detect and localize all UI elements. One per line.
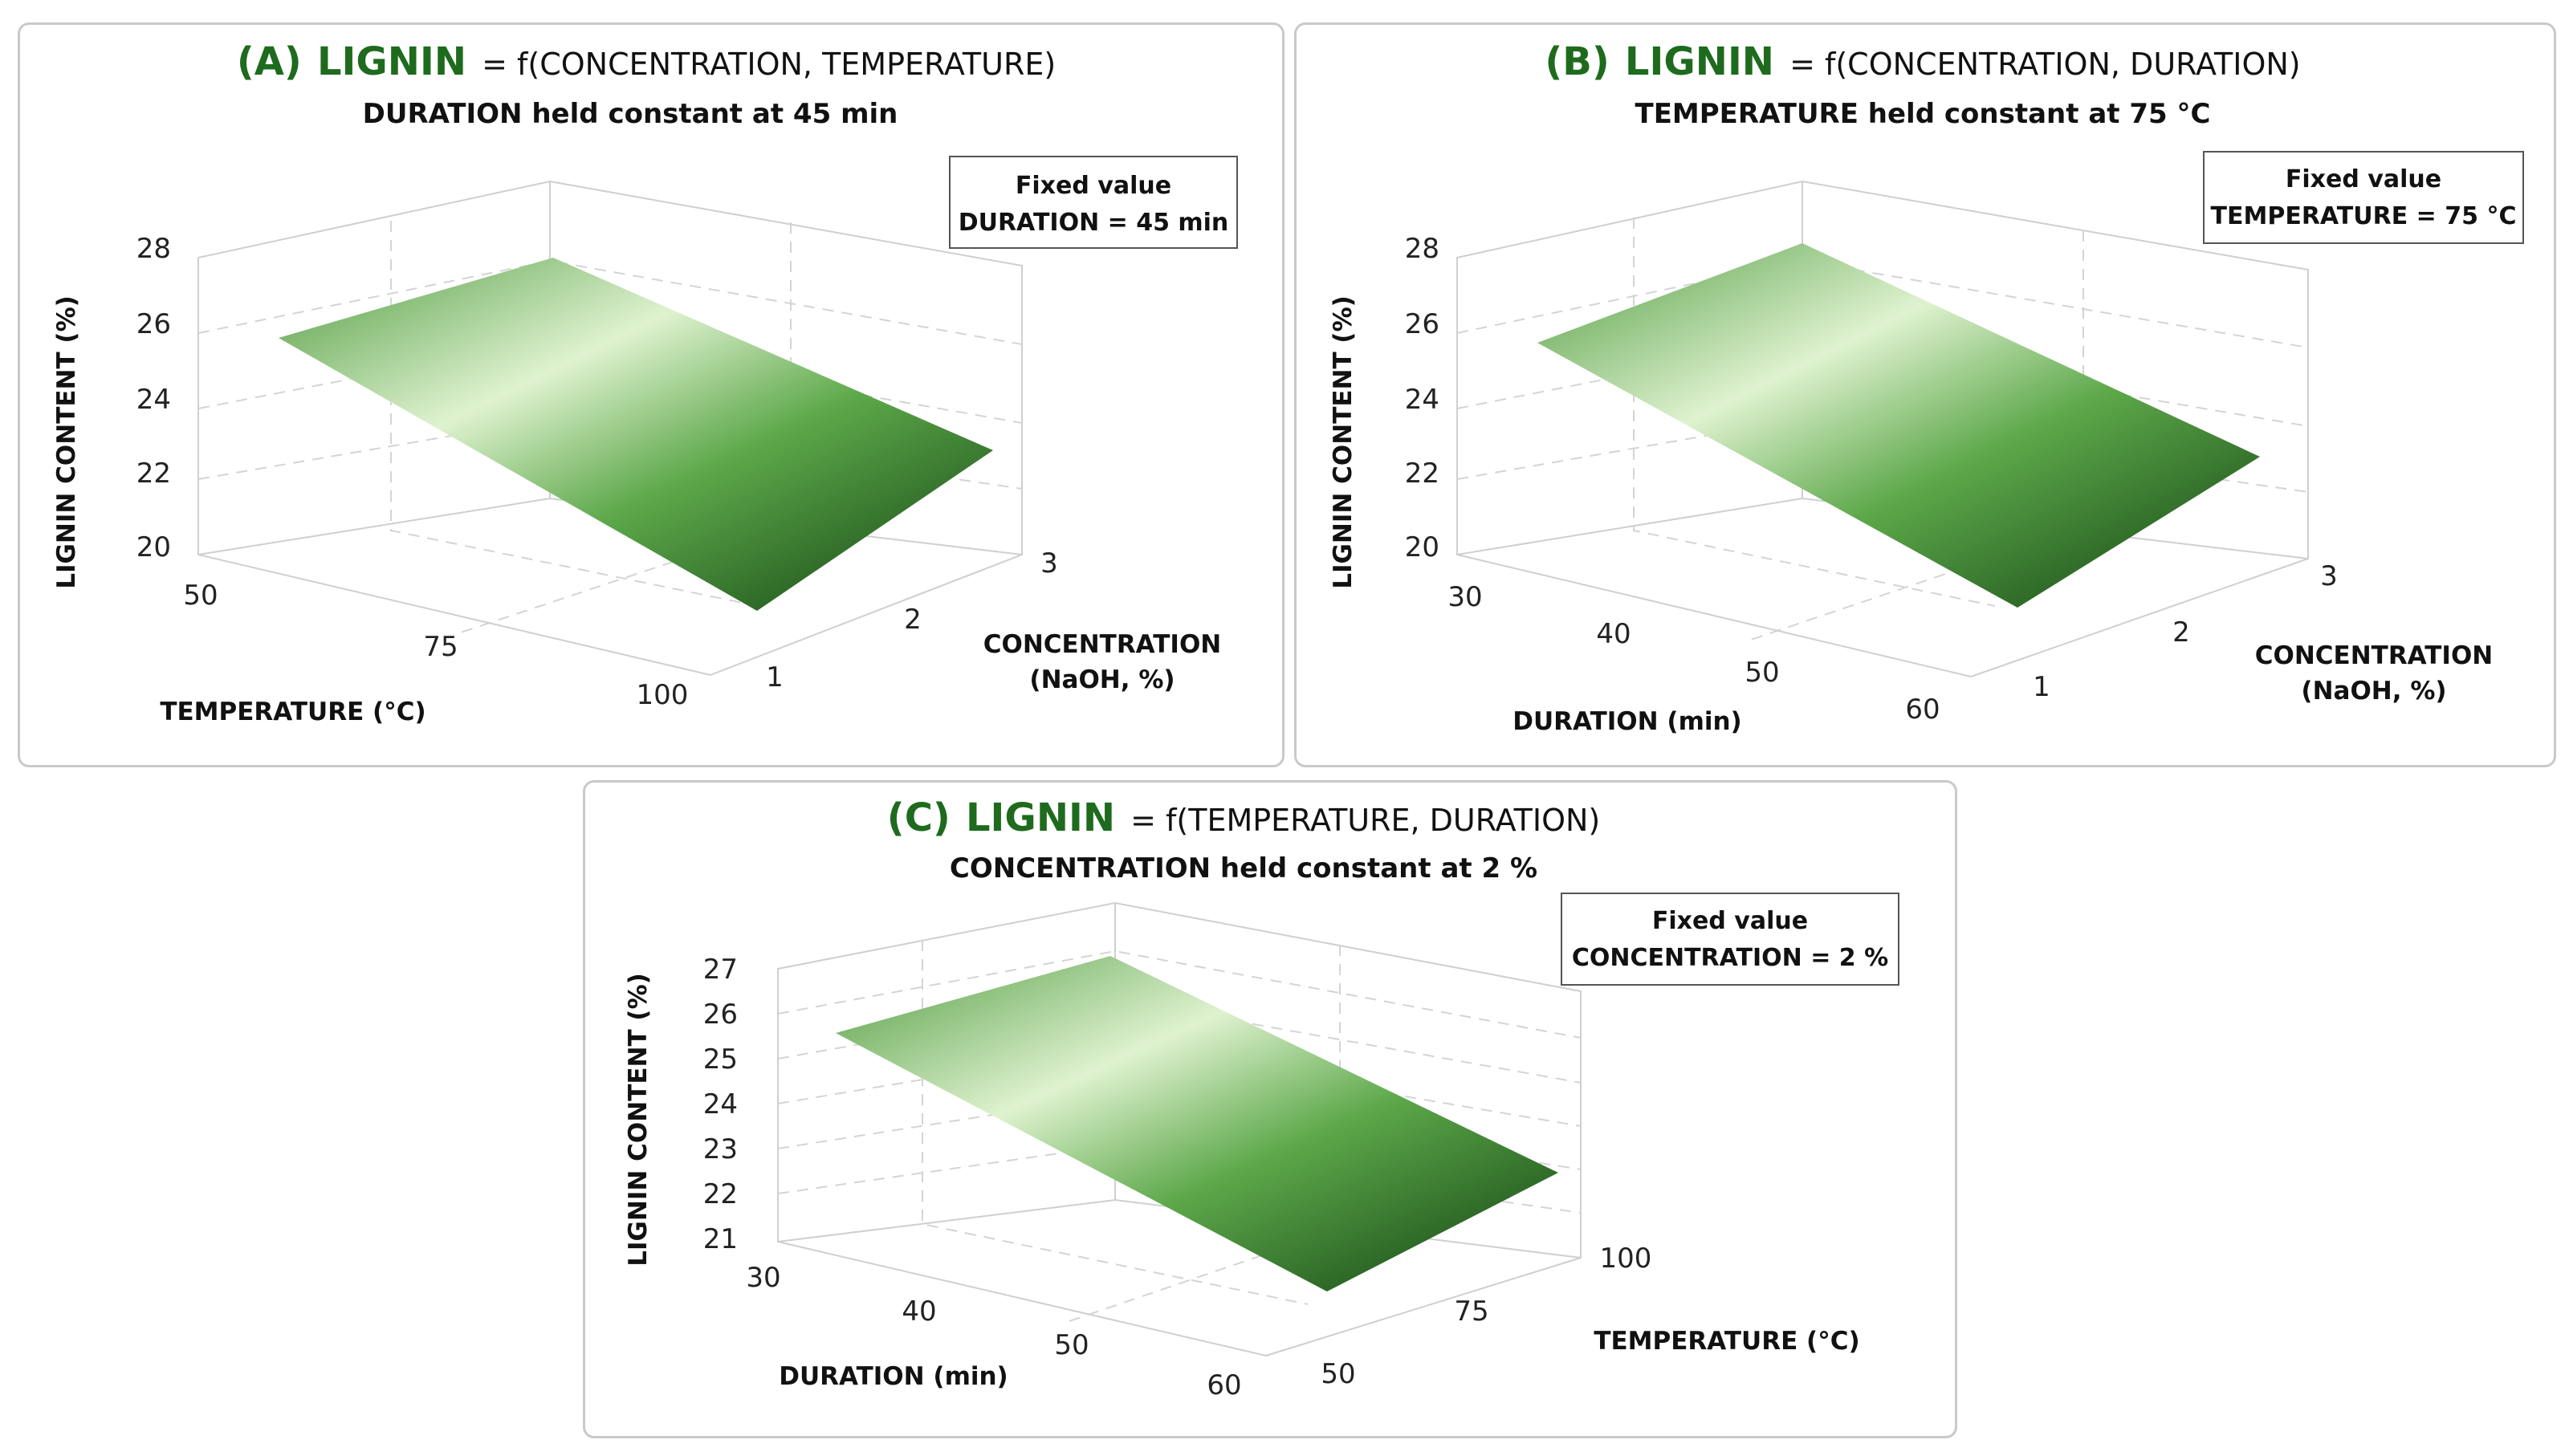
title-rest: = f(CONCENTRATION, TEMPERATURE) [482, 47, 1056, 82]
z-tick: 27 [703, 954, 738, 986]
x-tick: 50 [1054, 1329, 1089, 1361]
fixed-value-text: CONCENTRATION = 2 % [1572, 944, 1888, 972]
y-tick: 1 [2033, 671, 2050, 703]
fixed-value-heading: Fixed value [1016, 172, 1171, 200]
y-axis-label: CONCENTRATION [2255, 641, 2494, 670]
x-tick: 50 [1745, 657, 1779, 689]
y-axis-line [710, 554, 1023, 676]
panel-label: (C) [887, 795, 951, 840]
response-name: LIGNIN [966, 795, 1115, 840]
y-axis-line [1970, 558, 2309, 677]
y-tick: 2 [904, 604, 922, 636]
x-axis-label: DURATION (min) [1512, 707, 1741, 736]
panel-c: (C) LIGNIN = f(TEMPERATURE, DURATION) CO… [583, 780, 1957, 1438]
z-tick: 26 [703, 998, 738, 1031]
chart-subtitle: CONCENTRATION held constant at 2 % [950, 852, 1537, 885]
response-surface [836, 956, 1558, 1291]
panel-a: (A) LIGNIN = f(CONCENTRATION, TEMPERATUR… [18, 22, 1284, 767]
x-tick: 30 [1447, 581, 1482, 613]
y-tick: 100 [1600, 1242, 1652, 1275]
response-surface [279, 258, 993, 611]
x-tick: 40 [902, 1295, 936, 1328]
fixed-value-heading: Fixed value [1652, 907, 1808, 935]
grid-line [922, 940, 1309, 1305]
z-tick: 24 [703, 1088, 738, 1120]
x-axis-line [197, 554, 711, 676]
grid-line [197, 259, 1023, 345]
fixed-value-box [1561, 893, 1899, 986]
fixed-value-text: TEMPERATURE = 75 °C [2211, 202, 2517, 230]
x-axis-line [1456, 554, 1972, 677]
z-axis-label: LIGNIN CONTENT (%) [1329, 295, 1358, 589]
fixed-value-heading: Fixed value [2286, 165, 2441, 193]
grid-line [777, 950, 1582, 1039]
y-axis-label: (NaOH, %) [1029, 665, 1175, 694]
y-axis-label: (NaOH, %) [2301, 677, 2446, 706]
chart-title: (C) LIGNIN = f(TEMPERATURE, DURATION) [887, 795, 1600, 840]
x-axis-label: DURATION (min) [779, 1362, 1008, 1391]
y-axis-line [1265, 1257, 1582, 1356]
fixed-value-box [2203, 151, 2524, 244]
surface-chart-a: (A) LIGNIN = f(CONCENTRATION, TEMPERATUR… [52, 39, 1238, 726]
chart-title: (A) LIGNIN = f(CONCENTRATION, TEMPERATUR… [237, 39, 1056, 84]
fixed-value-text: DURATION = 45 min [959, 209, 1229, 237]
x-tick: 60 [1905, 693, 1940, 726]
grid-line [777, 1046, 1582, 1127]
z-tick: 25 [703, 1043, 738, 1076]
z-tick: 26 [1405, 308, 1439, 340]
x-axis-line [777, 1241, 1267, 1356]
z-tick: 21 [703, 1223, 738, 1255]
grid-line [777, 998, 1582, 1084]
y-tick: 2 [2172, 616, 2190, 649]
z-tick: 22 [1405, 458, 1439, 490]
z-tick: 26 [136, 308, 171, 340]
fixed-value-box [949, 156, 1238, 249]
z-tick: 23 [703, 1133, 738, 1165]
z-axis-label: LIGNIN CONTENT (%) [624, 973, 653, 1267]
surface-chart-b: (B) LIGNIN = f(CONCENTRATION, DURATION) … [1329, 39, 2524, 736]
z-tick: 20 [1405, 531, 1439, 563]
panel-b: (B) LIGNIN = f(CONCENTRATION, DURATION) … [1294, 22, 2556, 767]
response-surface [1537, 243, 2260, 608]
y-tick: 1 [766, 661, 784, 693]
x-tick: 50 [183, 580, 218, 612]
z-tick: 24 [136, 384, 171, 416]
x-tick: 40 [1596, 618, 1631, 650]
y-tick: 50 [1321, 1358, 1355, 1390]
x-axis-label: TEMPERATURE (°C) [160, 697, 425, 726]
y-tick: 3 [2320, 560, 2338, 592]
panel-label: (A) [237, 39, 302, 84]
z-tick: 20 [136, 531, 171, 563]
z-axis-label: LIGNIN CONTENT (%) [52, 295, 81, 589]
title-rest: = f(TEMPERATURE, DURATION) [1130, 803, 1600, 838]
x-tick: 75 [423, 631, 458, 663]
y-axis-label: CONCENTRATION [983, 630, 1222, 659]
z-tick: 22 [136, 458, 171, 490]
z-tick: 28 [136, 233, 171, 265]
response-name: LIGNIN [317, 39, 466, 84]
z-tick: 28 [1405, 233, 1439, 265]
y-axis-label: TEMPERATURE (°C) [1594, 1327, 1859, 1356]
chart-subtitle: TEMPERATURE held constant at 75 °C [1635, 98, 2211, 130]
z-tick: 24 [1405, 384, 1439, 416]
x-tick: 100 [637, 679, 689, 711]
y-tick: 75 [1454, 1295, 1488, 1328]
response-name: LIGNIN [1625, 39, 1774, 84]
y-tick: 3 [1040, 547, 1058, 580]
z-tick: 22 [703, 1178, 738, 1210]
chart-title: (B) LIGNIN = f(CONCENTRATION, DURATION) [1545, 39, 2300, 84]
surface-chart-c: (C) LIGNIN = f(TEMPERATURE, DURATION) CO… [624, 795, 1899, 1401]
x-tick: 30 [746, 1262, 780, 1294]
panel-label: (B) [1545, 39, 1609, 84]
chart-subtitle: DURATION held constant at 45 min [363, 98, 898, 130]
x-tick: 60 [1207, 1369, 1241, 1401]
title-rest: = f(CONCENTRATION, DURATION) [1789, 47, 2301, 82]
